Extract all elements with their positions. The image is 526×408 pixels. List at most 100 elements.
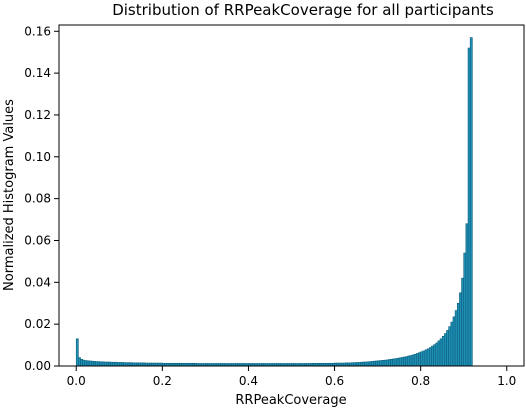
histogram-bar <box>78 357 81 367</box>
histogram-bar <box>444 333 447 367</box>
x-tick-label: 0.0 <box>67 374 86 388</box>
y-tick-label: 0.06 <box>24 233 51 247</box>
histogram-bar <box>416 353 419 367</box>
histogram-bar <box>437 340 441 367</box>
histogram-bar <box>95 361 99 367</box>
histogram-bar <box>431 345 434 367</box>
chart-title: Distribution of RRPeakCoverage for all p… <box>112 1 494 19</box>
histogram-bar <box>357 362 361 367</box>
histogram-bar <box>375 360 378 367</box>
histogram-bar <box>383 359 387 367</box>
x-tick-label: 0.6 <box>325 374 344 388</box>
bars-group <box>75 37 473 367</box>
histogram-bar <box>398 357 402 367</box>
histogram-bar <box>426 348 430 367</box>
histogram-bar <box>459 292 462 367</box>
histogram-bar <box>405 356 409 367</box>
histogram-bar <box>467 47 471 367</box>
histogram-bar <box>394 358 398 367</box>
histogram-bar <box>409 355 413 367</box>
x-tick-label: 0.2 <box>153 374 172 388</box>
histogram-bar <box>353 362 357 367</box>
histogram-bar <box>355 362 359 367</box>
histogram-bar <box>469 37 473 367</box>
histogram-bar <box>101 361 105 367</box>
histogram-bar <box>373 360 376 367</box>
histogram-bar <box>127 362 131 367</box>
histogram-bar <box>90 360 94 367</box>
y-tick-label: 0.04 <box>24 275 51 289</box>
histogram-bar <box>364 361 368 367</box>
histogram-bar <box>379 360 383 367</box>
histogram-bar <box>388 359 391 367</box>
histogram-bar <box>400 357 404 367</box>
histogram-bar <box>403 356 406 367</box>
histogram-bar <box>377 360 381 367</box>
histogram-bar <box>428 347 432 367</box>
histogram-bar <box>97 361 101 367</box>
histogram-bar <box>99 361 103 367</box>
histogram-bar <box>125 362 129 367</box>
histogram-bar <box>370 361 374 367</box>
y-tick-label: 0.12 <box>24 108 51 122</box>
histogram-bar <box>441 335 445 367</box>
histogram-bar <box>129 362 133 367</box>
histogram-bar <box>88 360 92 367</box>
plot-frame <box>58 24 525 367</box>
x-tick-label: 1.0 <box>497 374 516 388</box>
histogram-bar <box>112 361 116 367</box>
histogram-bar <box>439 338 443 367</box>
x-tick-label: 0.4 <box>239 374 258 388</box>
histogram-bar <box>368 361 372 367</box>
y-tick-label: 0.14 <box>24 66 51 80</box>
x-axis-label: RRPeakCoverage <box>235 393 346 408</box>
histogram-bar <box>84 360 88 367</box>
histogram-bar <box>75 338 79 367</box>
histogram-bar <box>420 351 424 367</box>
y-tick-label: 0.08 <box>24 192 51 206</box>
histogram-bar <box>362 361 365 367</box>
histogram-bar <box>392 358 396 367</box>
histogram-bar <box>106 361 109 367</box>
histogram-bar <box>93 361 96 367</box>
histogram-bar <box>424 349 428 367</box>
histogram-bar <box>123 362 127 367</box>
histogram-bar <box>381 360 385 367</box>
histogram-bar <box>456 302 460 367</box>
histogram-bar <box>351 362 355 367</box>
histogram-bar <box>465 223 469 367</box>
histogram-bar <box>433 344 437 367</box>
histogram-bar <box>103 361 107 367</box>
histogram-bar <box>422 350 426 367</box>
histogram-bar <box>80 359 83 367</box>
histogram-bar <box>82 359 86 367</box>
histogram-bar <box>385 359 389 367</box>
histogram-bar <box>360 361 363 367</box>
histogram-bar <box>450 321 454 367</box>
histogram-bar <box>110 361 114 367</box>
x-axis-ticks: 0.0 0.2 0.4 0.6 0.8 1.0 <box>67 366 516 388</box>
histogram-bar <box>413 353 417 367</box>
histogram-bar <box>418 352 421 367</box>
histogram-bar <box>114 361 118 367</box>
histogram-bar <box>461 277 465 367</box>
y-tick-label: 0.16 <box>24 24 51 38</box>
histogram-bar <box>446 330 449 367</box>
y-axis-label: Normalized Histogram Values <box>2 99 17 291</box>
histogram-bar <box>407 355 411 367</box>
histogram-bar <box>452 316 456 367</box>
histogram-bar <box>411 354 415 367</box>
histogram-bar <box>86 360 90 367</box>
y-tick-label: 0.10 <box>24 150 51 164</box>
histogram-bar <box>454 310 458 367</box>
y-tick-label: 0.00 <box>24 359 51 373</box>
y-tick-label: 0.02 <box>24 317 51 331</box>
histogram-bar <box>448 326 452 367</box>
y-axis-ticks: 0.00 0.02 0.04 0.06 0.08 0.10 0.12 0.14 0.16 <box>24 24 59 373</box>
histogram-bar <box>366 361 370 367</box>
histogram-bar <box>118 362 122 367</box>
histogram-bar <box>108 361 111 367</box>
histogram-bar <box>463 252 467 367</box>
x-tick-label: 0.8 <box>411 374 430 388</box>
